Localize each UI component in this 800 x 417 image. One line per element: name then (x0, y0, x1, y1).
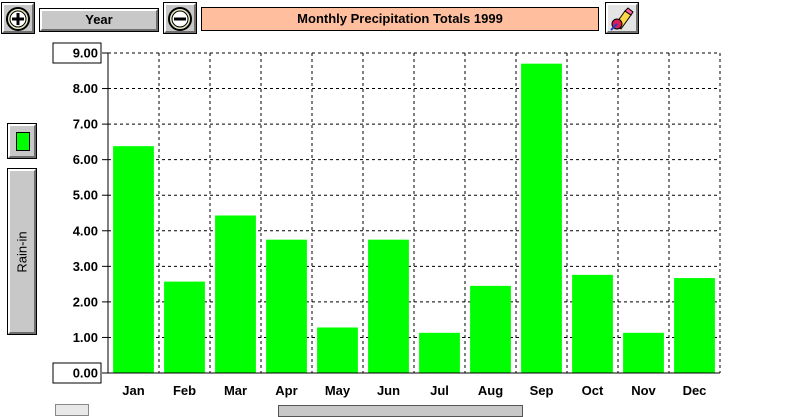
y-tick-label: 3.00 (73, 259, 98, 274)
zoom-in-button[interactable] (1, 2, 35, 34)
bar-mar (215, 215, 256, 373)
bar-feb (164, 281, 205, 373)
period-label: Year (85, 12, 113, 27)
y-tick-label: 9.00 (73, 46, 98, 61)
bar-dec (674, 278, 715, 373)
bar-may (317, 327, 358, 373)
y-tick-label: 2.00 (73, 294, 98, 309)
horizontal-scrollbar[interactable] (278, 405, 523, 417)
bar-apr (266, 239, 307, 373)
x-tick-label-sep: Sep (530, 383, 554, 398)
x-tick-label-nov: Nov (631, 383, 656, 398)
x-tick-label-oct: Oct (582, 383, 604, 398)
bar-nov (623, 332, 664, 373)
chart-title: Monthly Precipitation Totals 1999 (201, 7, 599, 31)
y-tick-label: 7.00 (73, 117, 98, 132)
series-color-button[interactable] (7, 123, 37, 159)
bar-sep (521, 63, 562, 374)
x-tick-label-jun: Jun (377, 383, 400, 398)
zoom-out-icon (168, 7, 192, 31)
x-tick-label-mar: Mar (224, 383, 247, 398)
y-tick-label: 6.00 (73, 152, 98, 167)
bar-jun (368, 239, 409, 373)
paint-icon (610, 7, 634, 31)
y-tick-label: 1.00 (73, 330, 98, 345)
zoom-out-button[interactable] (163, 2, 197, 34)
series-color-swatch (16, 132, 30, 151)
y-tick-label: 8.00 (73, 81, 98, 96)
bar-oct (572, 274, 613, 373)
x-tick-label-feb: Feb (173, 383, 196, 398)
y-axis-label-button[interactable]: Rain-in (7, 168, 37, 335)
y-tick-label: 0.00 (73, 366, 98, 381)
zoom-in-icon (6, 7, 30, 31)
x-tick-label-may: May (325, 383, 351, 398)
x-tick-label-apr: Apr (275, 383, 297, 398)
x-tick-label-dec: Dec (683, 383, 707, 398)
x-tick-label-aug: Aug (478, 383, 503, 398)
y-tick-box (52, 362, 102, 384)
y-tick-label: 5.00 (73, 188, 98, 203)
bar-jan (113, 146, 154, 373)
bottom-left-control[interactable] (55, 404, 89, 416)
bar-jul (419, 332, 460, 373)
y-tick-label: 4.00 (73, 223, 98, 238)
x-tick-label-jan: Jan (122, 383, 144, 398)
bar-aug (470, 285, 511, 373)
paint-button[interactable] (605, 2, 639, 34)
period-selector-button[interactable]: Year (39, 8, 159, 32)
x-tick-label-jul: Jul (430, 383, 449, 398)
y-tick-box (52, 42, 102, 64)
